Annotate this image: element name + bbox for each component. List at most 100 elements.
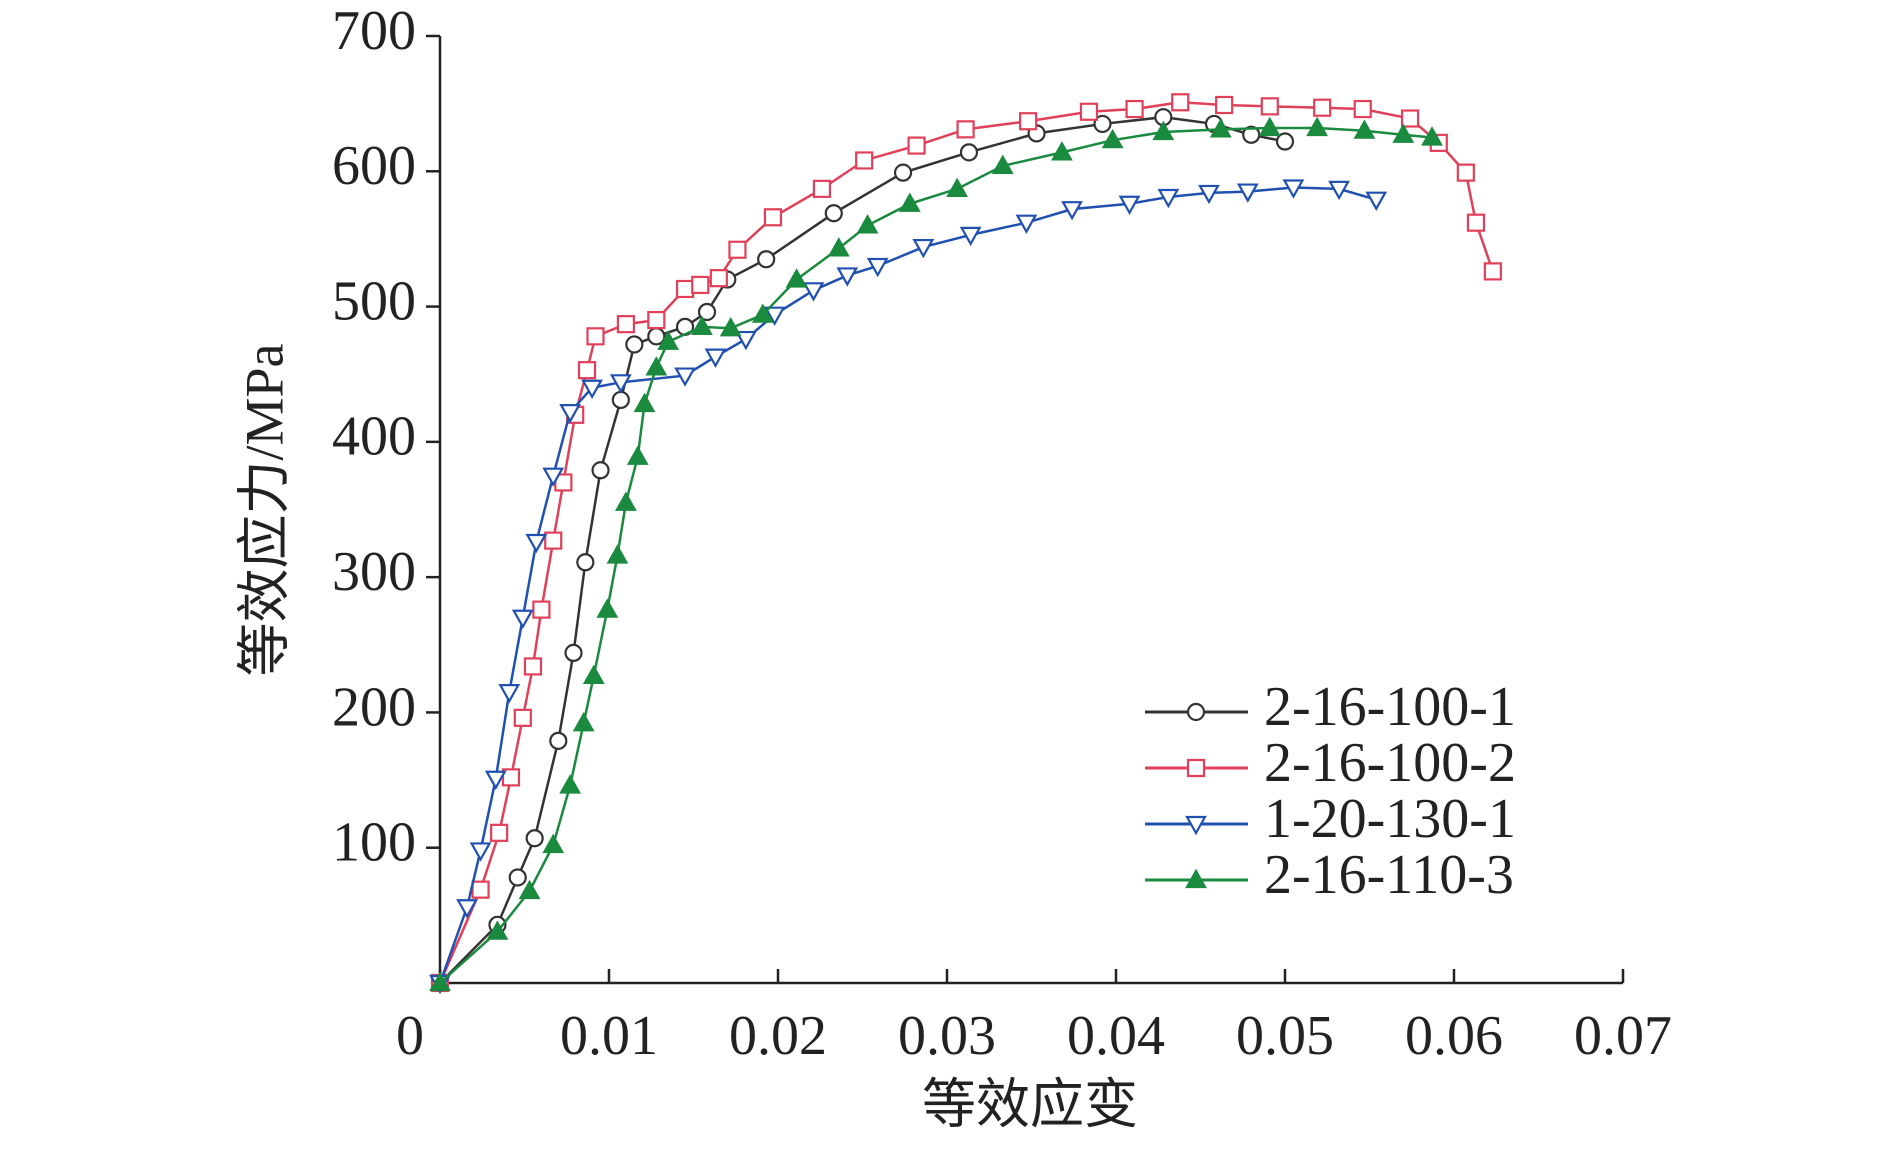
marker	[532, 600, 551, 619]
marker	[757, 250, 776, 269]
marker	[469, 842, 492, 862]
marker	[691, 315, 713, 335]
marker	[429, 971, 451, 992]
marker	[824, 204, 843, 223]
marker	[615, 491, 637, 511]
marker	[456, 899, 478, 919]
marker	[1061, 201, 1083, 221]
x-tick-label: 0.02	[729, 1005, 827, 1067]
marker	[582, 664, 605, 685]
marker	[959, 143, 979, 162]
marker	[1282, 179, 1305, 199]
legend-label: 1-20-130-1	[1264, 788, 1516, 850]
legend-marker	[1185, 868, 1207, 889]
marker	[1019, 112, 1038, 131]
x-tick-label: 0.07	[1574, 1005, 1672, 1067]
marker	[1152, 120, 1175, 141]
marker	[611, 390, 630, 410]
marker	[1392, 123, 1415, 143]
y-tick-label: 100	[332, 812, 416, 874]
marker	[542, 833, 565, 854]
marker	[518, 879, 541, 900]
x-tick-label: 0.05	[1236, 1005, 1334, 1067]
marker	[1313, 98, 1332, 117]
marker	[785, 268, 808, 288]
marker	[490, 823, 509, 842]
marker	[697, 302, 717, 322]
marker	[1306, 116, 1328, 137]
marker	[486, 920, 509, 940]
marker	[1157, 188, 1180, 209]
marker	[691, 275, 710, 295]
marker	[907, 136, 926, 155]
marker	[586, 327, 605, 346]
legend-label: 2-16-100-1	[1264, 676, 1516, 738]
marker	[1365, 191, 1388, 211]
marker	[1171, 93, 1190, 112]
marker	[542, 467, 565, 487]
marker	[763, 208, 783, 227]
marker	[959, 226, 982, 247]
marker	[827, 237, 850, 257]
marker	[763, 306, 786, 326]
y-tick-label: 700	[332, 0, 416, 62]
x-tick-label: 0.04	[1067, 1005, 1165, 1067]
marker	[1242, 125, 1261, 144]
series-line	[439, 115, 1286, 984]
marker	[898, 192, 921, 212]
legend-marker	[1186, 702, 1206, 722]
marker	[836, 267, 859, 287]
marker	[1483, 262, 1502, 281]
marker	[544, 531, 563, 550]
marker	[591, 461, 610, 480]
series-line	[438, 186, 1377, 984]
marker	[1260, 97, 1279, 116]
marker	[856, 214, 879, 234]
legend-label: 2-16-100-2	[1264, 732, 1516, 794]
marker	[577, 361, 597, 380]
marker	[751, 303, 774, 323]
marker	[1328, 180, 1350, 201]
marker	[802, 282, 825, 302]
marker	[1275, 132, 1295, 151]
marker	[633, 392, 656, 413]
marker	[709, 269, 728, 288]
marker	[1353, 99, 1372, 119]
marker	[1258, 116, 1281, 137]
marker	[1209, 118, 1232, 138]
marker	[674, 367, 696, 387]
marker	[513, 708, 532, 727]
marker	[606, 544, 629, 564]
marker	[728, 240, 747, 259]
marker	[471, 880, 490, 899]
marker	[549, 731, 568, 750]
x-tick-label: 0	[396, 1005, 424, 1067]
marker	[1093, 114, 1112, 134]
marker	[1198, 184, 1220, 205]
marker	[645, 356, 668, 376]
marker	[1456, 163, 1475, 182]
y-tick-label: 400	[332, 406, 416, 468]
marker	[523, 657, 543, 676]
marker	[1079, 102, 1099, 121]
marker	[572, 712, 595, 732]
x-tick-label: 0.03	[898, 1005, 996, 1067]
marker	[498, 684, 521, 704]
marker	[704, 348, 727, 368]
marker	[525, 829, 544, 848]
y-tick-label: 600	[332, 135, 416, 197]
marker	[719, 316, 742, 337]
y-axis-label: 等效应力/MPa	[234, 343, 294, 676]
marker	[991, 154, 1014, 174]
marker	[647, 311, 666, 330]
marker	[1353, 119, 1376, 139]
marker	[559, 403, 582, 424]
x-tick-label: 0.06	[1405, 1005, 1503, 1067]
marker	[564, 643, 583, 663]
marker	[675, 279, 695, 299]
marker	[657, 330, 680, 350]
marker	[525, 533, 548, 554]
marker	[1015, 214, 1038, 234]
marker	[855, 151, 874, 170]
